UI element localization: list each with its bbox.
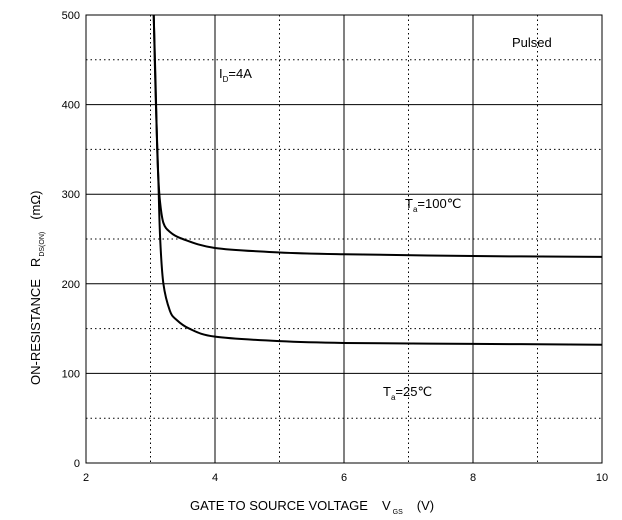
y-tick-label: 200 (62, 279, 80, 291)
series-label-100c-subscript: a (413, 205, 418, 214)
series-line-100c (152, 14, 603, 258)
series-label-25c: Ta=25℃ (383, 384, 432, 402)
drain-current-label: ID=4A (219, 66, 252, 84)
x-tick-label: 4 (212, 472, 218, 484)
y-tick-label: 400 (62, 100, 80, 112)
y-tick-labels: 0 100 200 300 400 500 (62, 10, 80, 470)
pulsed-label: Pulsed (512, 35, 552, 50)
x-axis-subscript: GS (393, 509, 403, 516)
id-symbol: I (219, 66, 223, 81)
x-tick-label: 2 (83, 472, 89, 484)
series-label-25c-subscript: a (391, 393, 396, 402)
y-tick-label: 300 (62, 189, 80, 201)
y-tick-label: 100 (62, 368, 80, 380)
y-tick-label: 0 (74, 458, 80, 470)
series-label-100c-text: =100℃ (417, 196, 461, 211)
series-line-25c (152, 14, 603, 346)
x-tick-label: 6 (341, 472, 347, 484)
id-value: =4A (228, 66, 252, 81)
series-group (152, 14, 603, 346)
x-axis-label-main: GATE TO SOURCE VOLTAGE (190, 498, 368, 513)
series-label-100c: Ta=100℃ (405, 196, 461, 214)
x-tick-label: 10 (596, 472, 608, 484)
y-axis-label: ON-RESISTANCE RDS(ON) (mΩ) (28, 191, 46, 385)
series-label-100c-symbol: T (405, 196, 413, 211)
series-label-25c-text: =25℃ (395, 384, 432, 399)
series-label-25c-symbol: T (383, 384, 391, 399)
x-axis-symbol: V (382, 498, 391, 513)
x-tick-labels: 2 4 6 8 10 (83, 472, 608, 484)
plot-frame (85, 14, 603, 464)
x-axis-unit: (V) (417, 498, 434, 513)
x-axis-label: GATE TO SOURCE VOLTAGE V GS (V) (190, 498, 434, 516)
grid-lines (86, 15, 602, 463)
y-tick-label: 500 (62, 10, 80, 22)
y-axis-unit: (mΩ) (28, 191, 43, 220)
y-axis-label-main: ON-RESISTANCE (28, 279, 43, 385)
y-axis-subscript: DS(ON) (39, 232, 46, 257)
x-tick-label: 8 (470, 472, 476, 484)
id-subscript: D (223, 75, 229, 84)
y-axis-symbol: R (28, 258, 43, 267)
